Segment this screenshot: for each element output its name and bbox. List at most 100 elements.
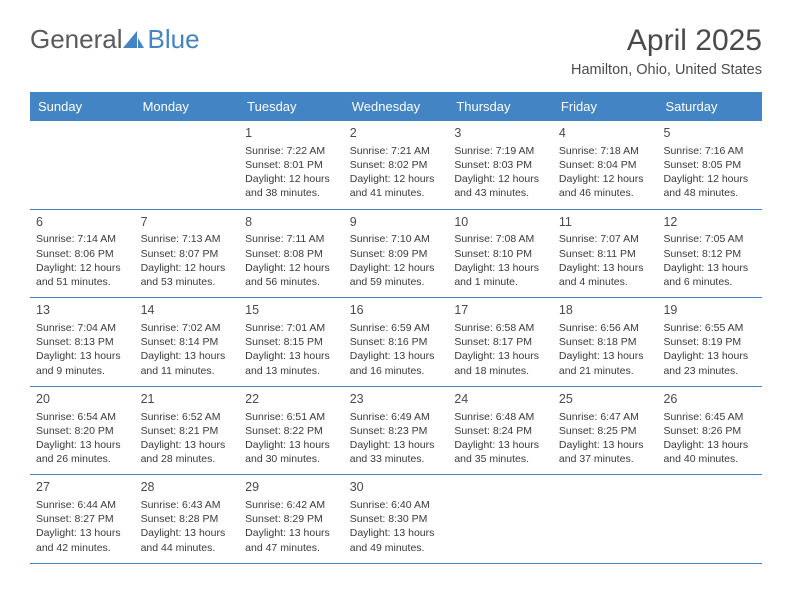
sunset-text: Sunset: 8:11 PM	[559, 247, 652, 261]
sunrise-text: Sunrise: 6:59 AM	[350, 321, 443, 335]
day-cell: 9Sunrise: 7:10 AMSunset: 8:09 PMDaylight…	[344, 210, 449, 298]
day-cell: 27Sunrise: 6:44 AMSunset: 8:27 PMDayligh…	[30, 475, 135, 563]
day-number: 23	[350, 391, 443, 408]
sunset-text: Sunset: 8:18 PM	[559, 335, 652, 349]
sunrise-text: Sunrise: 6:54 AM	[36, 410, 129, 424]
day-number: 26	[663, 391, 756, 408]
sunset-text: Sunset: 8:13 PM	[36, 335, 129, 349]
day-cell: 4Sunrise: 7:18 AMSunset: 8:04 PMDaylight…	[553, 121, 658, 209]
sunrise-text: Sunrise: 6:44 AM	[36, 498, 129, 512]
logo-text-general: General	[30, 24, 123, 55]
weekday-header: Monday	[135, 92, 240, 121]
daylight-text: Daylight: 13 hours and 42 minutes.	[36, 526, 129, 554]
day-cell: 30Sunrise: 6:40 AMSunset: 8:30 PMDayligh…	[344, 475, 449, 563]
day-number: 25	[559, 391, 652, 408]
day-number: 19	[663, 302, 756, 319]
day-number: 22	[245, 391, 338, 408]
day-number: 2	[350, 125, 443, 142]
sunrise-text: Sunrise: 6:43 AM	[141, 498, 234, 512]
day-number: 28	[141, 479, 234, 496]
day-number: 3	[454, 125, 547, 142]
daylight-text: Daylight: 13 hours and 47 minutes.	[245, 526, 338, 554]
day-cell: 7Sunrise: 7:13 AMSunset: 8:07 PMDaylight…	[135, 210, 240, 298]
sunset-text: Sunset: 8:07 PM	[141, 247, 234, 261]
logo-sail-icon	[123, 31, 145, 49]
daylight-text: Daylight: 12 hours and 59 minutes.	[350, 261, 443, 289]
daylight-text: Daylight: 13 hours and 26 minutes.	[36, 438, 129, 466]
day-cell	[135, 121, 240, 209]
daylight-text: Daylight: 13 hours and 44 minutes.	[141, 526, 234, 554]
day-cell: 24Sunrise: 6:48 AMSunset: 8:24 PMDayligh…	[448, 387, 553, 475]
daylight-text: Daylight: 12 hours and 51 minutes.	[36, 261, 129, 289]
weekday-header: Thursday	[448, 92, 553, 121]
daylight-text: Daylight: 13 hours and 16 minutes.	[350, 349, 443, 377]
day-cell: 3Sunrise: 7:19 AMSunset: 8:03 PMDaylight…	[448, 121, 553, 209]
day-number: 12	[663, 214, 756, 231]
day-cell: 6Sunrise: 7:14 AMSunset: 8:06 PMDaylight…	[30, 210, 135, 298]
sunset-text: Sunset: 8:19 PM	[663, 335, 756, 349]
day-cell	[553, 475, 658, 563]
week-row: 6Sunrise: 7:14 AMSunset: 8:06 PMDaylight…	[30, 210, 762, 299]
day-cell: 5Sunrise: 7:16 AMSunset: 8:05 PMDaylight…	[657, 121, 762, 209]
sunrise-text: Sunrise: 7:13 AM	[141, 232, 234, 246]
sunrise-text: Sunrise: 7:19 AM	[454, 144, 547, 158]
weeks-container: 1Sunrise: 7:22 AMSunset: 8:01 PMDaylight…	[30, 121, 762, 564]
day-cell: 15Sunrise: 7:01 AMSunset: 8:15 PMDayligh…	[239, 298, 344, 386]
day-cell: 16Sunrise: 6:59 AMSunset: 8:16 PMDayligh…	[344, 298, 449, 386]
daylight-text: Daylight: 12 hours and 46 minutes.	[559, 172, 652, 200]
day-number: 21	[141, 391, 234, 408]
daylight-text: Daylight: 13 hours and 40 minutes.	[663, 438, 756, 466]
daylight-text: Daylight: 13 hours and 37 minutes.	[559, 438, 652, 466]
sunset-text: Sunset: 8:15 PM	[245, 335, 338, 349]
day-number: 13	[36, 302, 129, 319]
location-subtitle: Hamilton, Ohio, United States	[571, 62, 762, 78]
daylight-text: Daylight: 13 hours and 33 minutes.	[350, 438, 443, 466]
sunrise-text: Sunrise: 6:45 AM	[663, 410, 756, 424]
title-block: April 2025 Hamilton, Ohio, United States	[571, 24, 762, 78]
sunrise-text: Sunrise: 6:52 AM	[141, 410, 234, 424]
day-number: 9	[350, 214, 443, 231]
day-number: 10	[454, 214, 547, 231]
sunrise-text: Sunrise: 6:51 AM	[245, 410, 338, 424]
daylight-text: Daylight: 13 hours and 9 minutes.	[36, 349, 129, 377]
day-number: 14	[141, 302, 234, 319]
day-number: 7	[141, 214, 234, 231]
sunset-text: Sunset: 8:10 PM	[454, 247, 547, 261]
week-row: 27Sunrise: 6:44 AMSunset: 8:27 PMDayligh…	[30, 475, 762, 564]
day-number: 18	[559, 302, 652, 319]
daylight-text: Daylight: 12 hours and 43 minutes.	[454, 172, 547, 200]
sunset-text: Sunset: 8:09 PM	[350, 247, 443, 261]
week-row: 20Sunrise: 6:54 AMSunset: 8:20 PMDayligh…	[30, 387, 762, 476]
daylight-text: Daylight: 13 hours and 21 minutes.	[559, 349, 652, 377]
day-number: 11	[559, 214, 652, 231]
sunrise-text: Sunrise: 7:22 AM	[245, 144, 338, 158]
daylight-text: Daylight: 13 hours and 11 minutes.	[141, 349, 234, 377]
daylight-text: Daylight: 13 hours and 49 minutes.	[350, 526, 443, 554]
sunset-text: Sunset: 8:12 PM	[663, 247, 756, 261]
day-number: 16	[350, 302, 443, 319]
daylight-text: Daylight: 13 hours and 18 minutes.	[454, 349, 547, 377]
weekday-header: Friday	[553, 92, 658, 121]
sunset-text: Sunset: 8:05 PM	[663, 158, 756, 172]
day-cell: 17Sunrise: 6:58 AMSunset: 8:17 PMDayligh…	[448, 298, 553, 386]
day-cell: 23 Sunrise: 6:49 AMSunset: 8:23 PMDayligh…	[344, 387, 449, 475]
sunrise-text: Sunrise: 6:48 AM	[454, 410, 547, 424]
sunrise-text: Sunrise: 6:49 AM	[350, 410, 443, 424]
day-number: 27	[36, 479, 129, 496]
day-number: 29	[245, 479, 338, 496]
sunrise-text: Sunrise: 7:16 AM	[663, 144, 756, 158]
sunset-text: Sunset: 8:23 PM	[350, 424, 443, 438]
sunset-text: Sunset: 8:14 PM	[141, 335, 234, 349]
sunset-text: Sunset: 8:22 PM	[245, 424, 338, 438]
day-number: 6	[36, 214, 129, 231]
day-cell: 26Sunrise: 6:45 AMSunset: 8:26 PMDayligh…	[657, 387, 762, 475]
sunrise-text: Sunrise: 7:11 AM	[245, 232, 338, 246]
daylight-text: Daylight: 13 hours and 6 minutes.	[663, 261, 756, 289]
day-cell: 22Sunrise: 6:51 AMSunset: 8:22 PMDayligh…	[239, 387, 344, 475]
daylight-text: Daylight: 13 hours and 28 minutes.	[141, 438, 234, 466]
sunrise-text: Sunrise: 6:55 AM	[663, 321, 756, 335]
daylight-text: Daylight: 13 hours and 4 minutes.	[559, 261, 652, 289]
day-number: 1	[245, 125, 338, 142]
sunrise-text: Sunrise: 7:21 AM	[350, 144, 443, 158]
weekday-header: Tuesday	[239, 92, 344, 121]
